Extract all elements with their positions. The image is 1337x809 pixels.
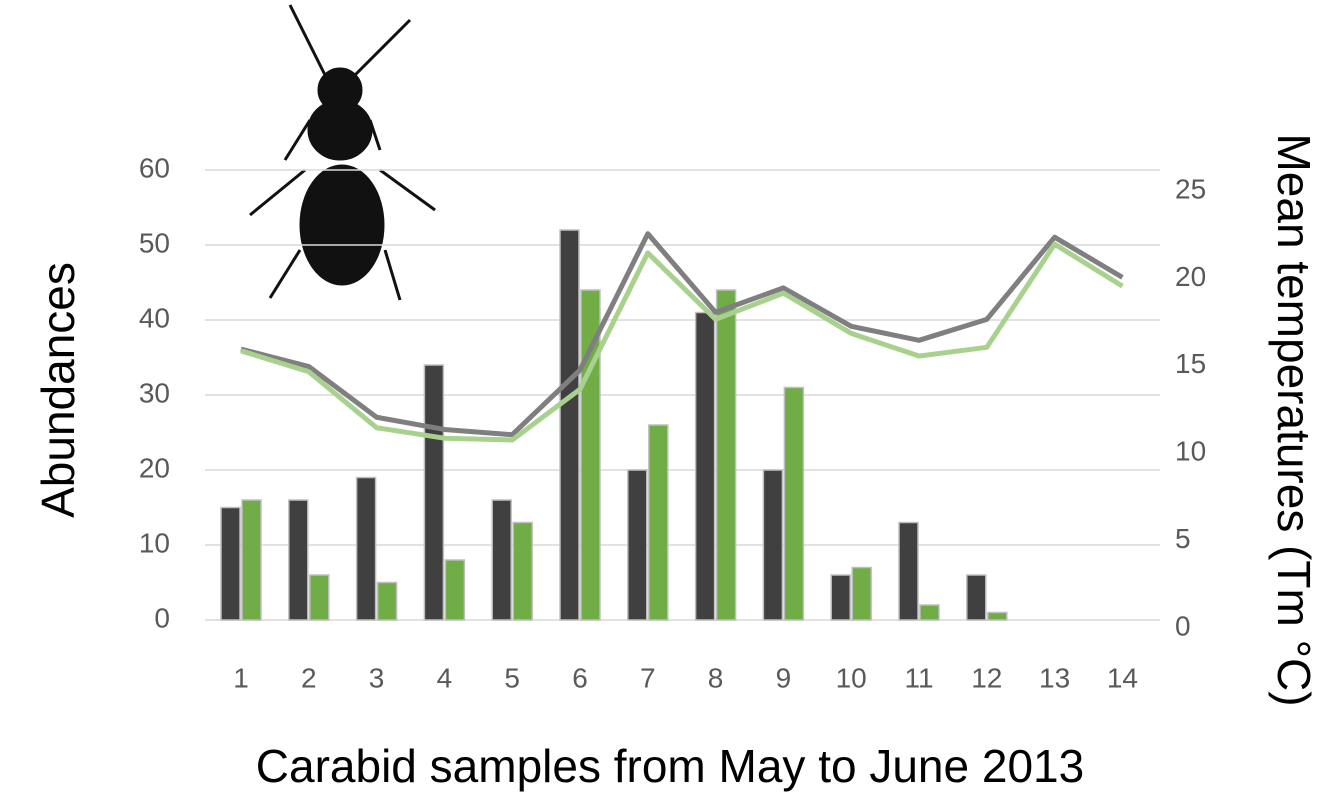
bar <box>920 605 939 620</box>
y2-axis-title: Mean temperatures (Tm °C) <box>1268 133 1320 706</box>
bar <box>310 575 329 620</box>
x-tick-label: 3 <box>369 662 385 693</box>
y2-tick-label: 10 <box>1175 436 1206 467</box>
x-tick-label: 12 <box>971 662 1002 693</box>
bar <box>852 568 871 621</box>
x-tick-label: 14 <box>1107 662 1138 693</box>
x-axis-title: Carabid samples from May to June 2013 <box>256 740 1084 792</box>
bar <box>696 313 715 621</box>
x-tick-label: 13 <box>1039 662 1070 693</box>
x-tick-label: 11 <box>904 662 933 693</box>
bar <box>378 583 397 621</box>
bar <box>649 425 668 620</box>
y2-tick-label: 25 <box>1175 173 1206 204</box>
x-tick-label: 10 <box>836 662 867 693</box>
y2-tick-label: 15 <box>1175 348 1206 379</box>
beetle-image <box>250 5 435 300</box>
bar <box>628 470 647 620</box>
x-tick-label: 6 <box>572 662 588 693</box>
x-tick-label: 1 <box>233 662 249 693</box>
bar <box>560 230 579 620</box>
x-tick-label: 9 <box>776 662 792 693</box>
bar <box>967 575 986 620</box>
y-tick-label: 0 <box>154 602 170 633</box>
y-tick-label: 30 <box>139 377 170 408</box>
bar <box>242 500 261 620</box>
y-axis-title: Abundances <box>32 262 84 518</box>
x-tick-label: 2 <box>301 662 317 693</box>
y-tick-label: 20 <box>139 452 170 483</box>
bar <box>899 523 918 621</box>
bar <box>445 560 464 620</box>
x-tick-label: 4 <box>437 662 453 693</box>
bar <box>784 388 803 621</box>
y2-tick-label: 0 <box>1175 610 1191 641</box>
bar <box>357 478 376 621</box>
bar <box>289 500 308 620</box>
bar <box>988 613 1007 621</box>
bar <box>763 470 782 620</box>
bar <box>831 575 850 620</box>
y-tick-label: 50 <box>139 227 170 258</box>
y2-tick-label: 20 <box>1175 261 1206 292</box>
x-tick-label: 5 <box>504 662 520 693</box>
bar <box>513 523 532 621</box>
y-tick-label: 10 <box>139 527 170 558</box>
chart: Abundances Mean temperatures (Tm °C) Car… <box>0 0 1337 809</box>
bar <box>717 290 736 620</box>
x-tick-label: 7 <box>640 662 656 693</box>
y2-tick-label: 5 <box>1175 523 1191 554</box>
bar <box>424 365 443 620</box>
y-tick-label: 40 <box>139 302 170 333</box>
x-tick-label: 8 <box>708 662 724 693</box>
y-tick-label: 60 <box>139 152 170 183</box>
bar <box>492 500 511 620</box>
bar <box>221 508 240 621</box>
